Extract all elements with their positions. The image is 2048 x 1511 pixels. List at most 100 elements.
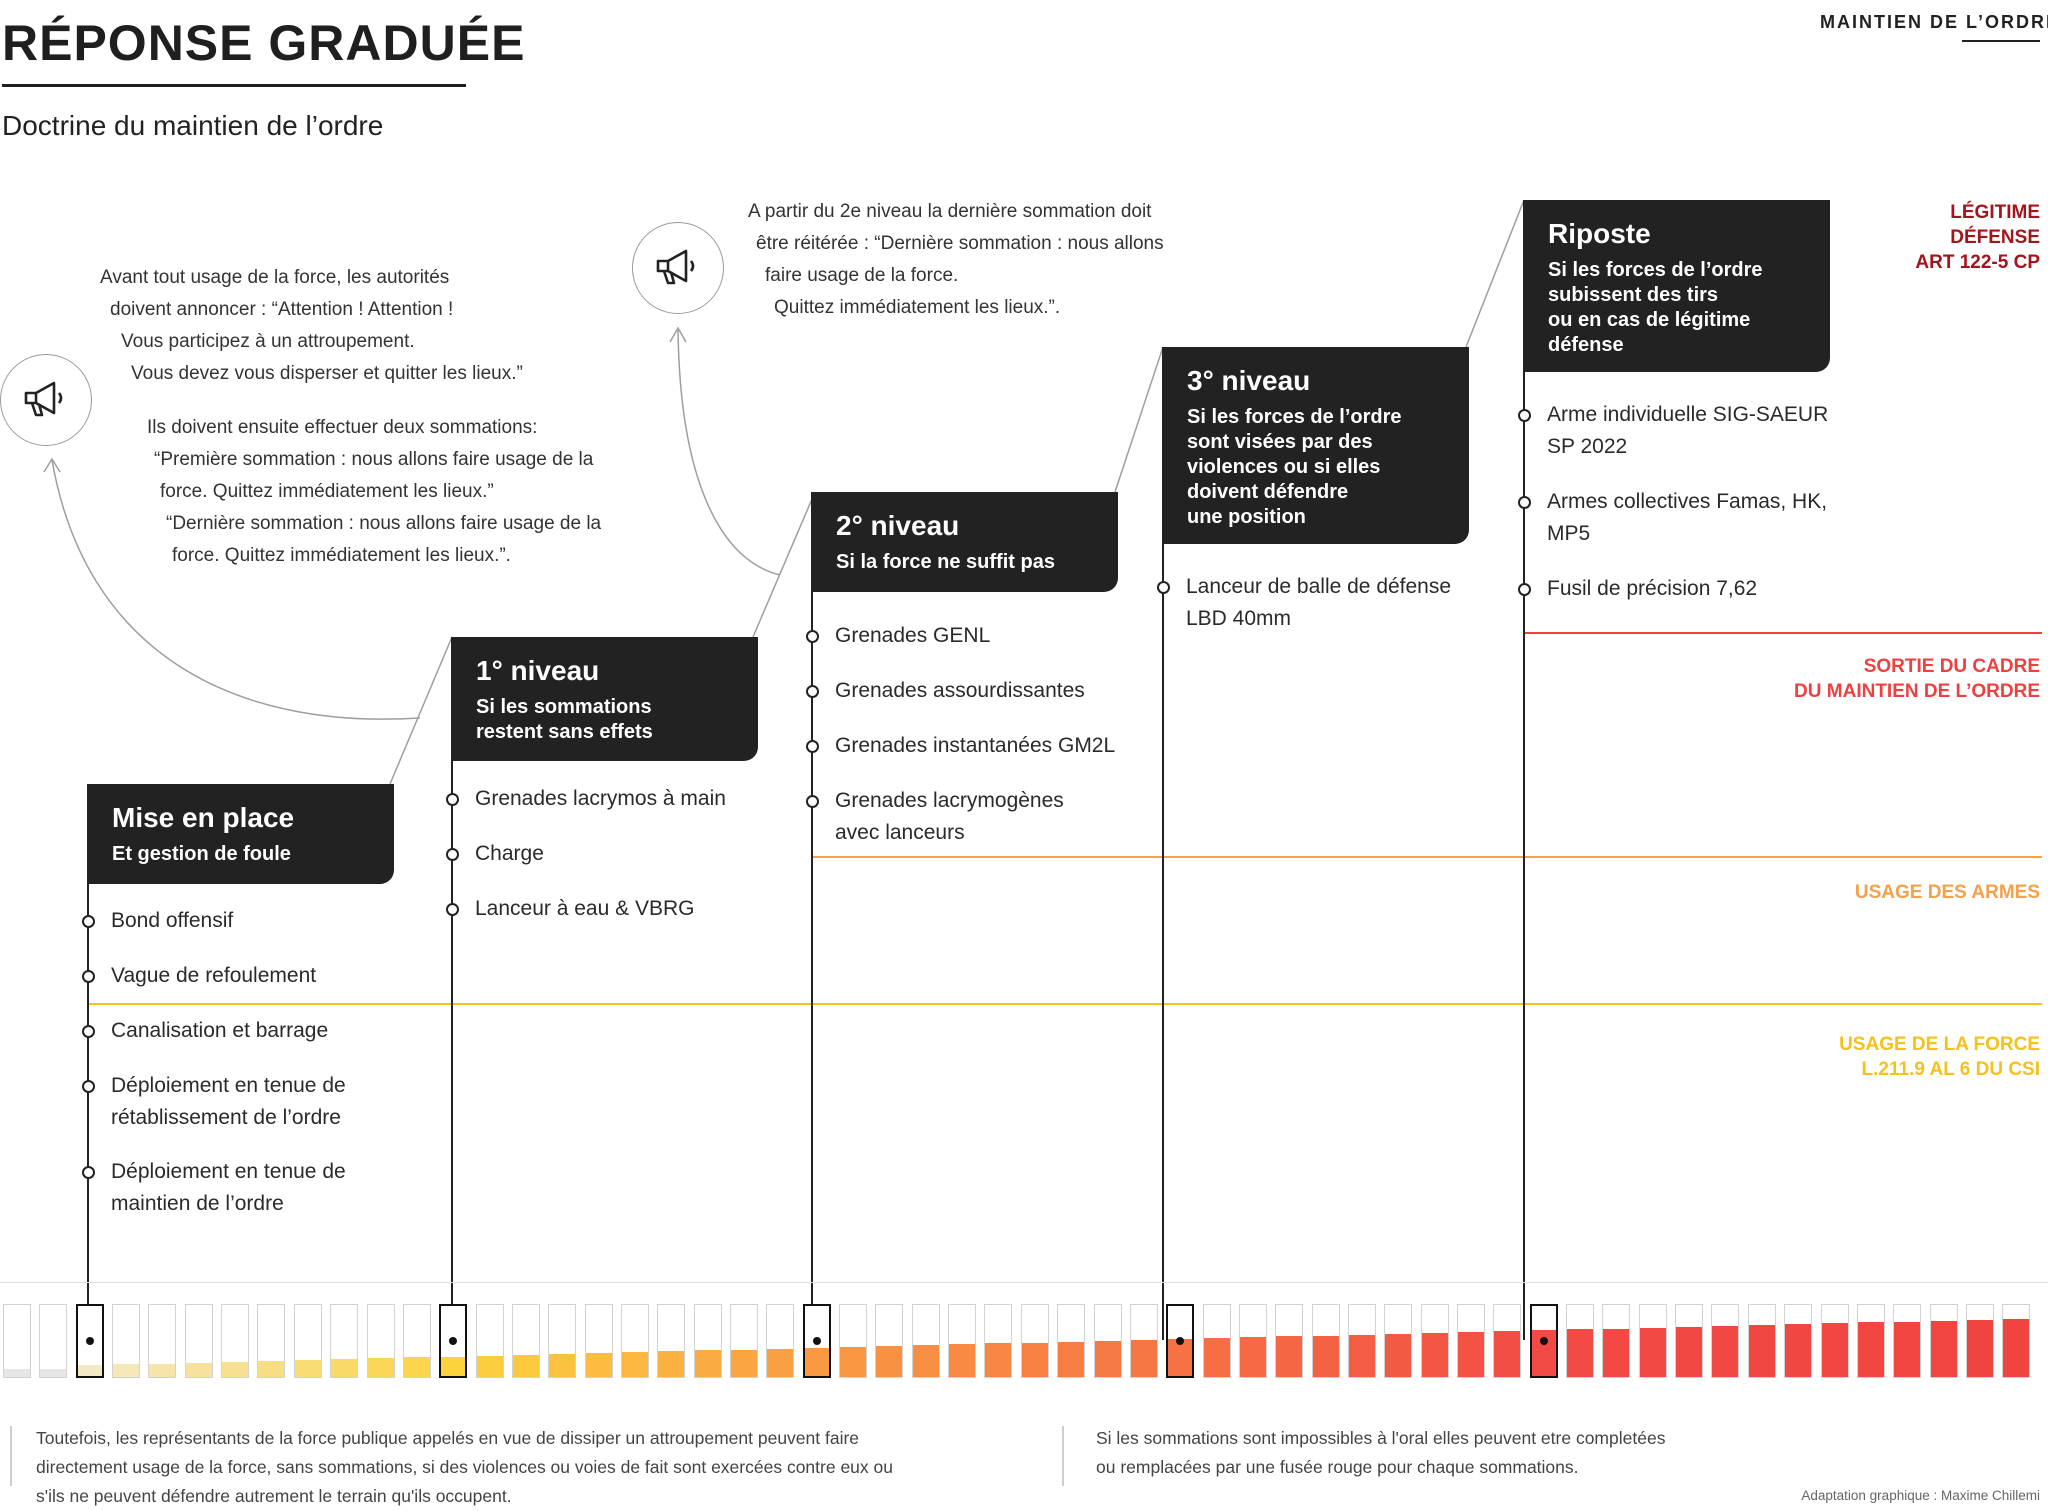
meter-bar-fill [1676,1327,1703,1377]
meter-bar-fill [1276,1336,1303,1377]
item-bullet [806,740,819,753]
meter-bar [1820,1304,1849,1378]
meter-bar-fill [440,1357,467,1377]
level-item-line: Grenades instantanées GM2L [835,734,1116,757]
meter-bar [1457,1304,1485,1378]
level-subtitle: Et gestion de foule [112,842,372,867]
level-item-line: Grenades GENL [835,624,991,647]
footer-line: ou remplacées par une fusée rouge pour c… [1096,1457,1579,1477]
brand-underline [1962,40,2040,42]
level-subtitle-line: Si les forces de l’ordre [1548,259,1763,281]
level-subtitle-line: Si les sommations [476,696,652,718]
meter-bar-fill [803,1348,830,1377]
level-subtitle: Si les sommations restent sans effets [476,695,736,745]
meter-bar-fill [1385,1334,1412,1377]
item-bullet [1518,583,1531,596]
note-line: “Dernière sommation : nous allons faire … [166,513,602,534]
meter-bar-fill [258,1361,285,1377]
zone-label-line: LÉGITIME [1950,202,2040,223]
meter-bar-fill [76,1365,103,1377]
meter-bar-fill [1021,1343,1048,1377]
level-item: Armes collectives Famas, HK, MP5 [1547,486,1827,550]
level-subtitle-line: doivent défendre [1187,481,1349,503]
level-item: Fusil de précision 7,62 [1547,573,1757,605]
credit-line: Adaptation graphique : Maxime Chillemi [1801,1488,2040,1503]
level-timeline [1162,347,1164,1340]
meter-baseline [0,1282,2048,1283]
megaphone-icon [632,222,724,314]
meter-bar [875,1304,904,1378]
meter-marker-dot [85,1337,94,1345]
megaphone-icon [0,354,92,446]
note-line: “Première sommation : nous allons faire … [154,449,594,470]
meter-bar-fill [949,1344,976,1377]
level-subtitle: Si les forces de l’ordre sont visées par … [1187,405,1447,530]
meter-bar [184,1304,213,1378]
level-item-line: maintien de l’ordre [111,1192,284,1215]
meter-bar [1747,1304,1776,1378]
meter-bar-fill [4,1369,30,1377]
level-subtitle-line: Si la force ne suffit pas [836,551,1055,573]
meter-bar [911,1304,940,1378]
meter-bar-fill [1857,1322,1884,1377]
meter-bar-fill [1421,1333,1448,1377]
zone-line-force [88,1003,2042,1005]
level-card: 3° niveau Si les forces de l’ordre sont vi… [1163,347,1469,544]
meter-bar [1311,1304,1340,1378]
stair-connector [389,636,453,785]
meter-level-marker [1166,1304,1195,1378]
meter-bar [1856,1304,1885,1378]
meter-bar-fill [1458,1332,1484,1377]
reiteration-note: A partir du 2e niveau la dernière sommat… [748,196,1164,324]
level-timeline [451,637,453,1340]
level-item: Bond offensif [111,905,233,937]
meter-bar-fill [476,1356,503,1377]
meter-bar [1566,1304,1595,1378]
meter-bar-fill [912,1345,939,1377]
meter-bar-fill [1639,1328,1666,1377]
meter-bar [221,1304,250,1378]
level-title: 1° niveau [476,655,600,686]
level-title: 3° niveau [1187,365,1311,396]
item-bullet [82,1025,95,1038]
arrow-curve [51,459,421,720]
meter-bar [693,1304,722,1378]
level-item-line: rétablissement de l’ordre [111,1106,341,1129]
level-item: Grenades instantanées GM2L [835,730,1115,762]
note-line: Quittez immédiatement les lieux.”. [774,297,1061,318]
meter-bar-fill [1130,1340,1157,1377]
arrow-curve [677,329,781,576]
meter-bar-fill [1094,1341,1121,1377]
arrow-head [43,457,61,473]
item-bullet [1157,581,1170,594]
level-item-line: Charge [475,842,544,865]
note-line: doivent annoncer : “Attention ! Attentio… [110,299,454,320]
level-item-line: Fusil de précision 7,62 [1547,577,1758,600]
meter-bar-fill [1494,1331,1521,1377]
meter-level-marker [75,1304,104,1378]
meter-bar [39,1304,68,1378]
level-item-line: Lanceur de balle de défense [1186,575,1452,598]
meter-bar [1129,1304,1158,1378]
level-title: Mise en place [112,802,295,833]
meter-bar-fill [585,1353,612,1377]
meter-bar [548,1304,577,1378]
zone-line-weapons [812,856,2042,858]
meter-bar [148,1304,177,1378]
meter-marker-dot [1539,1337,1548,1345]
level-item-line: Lanceur à eau & VBRG [475,897,695,920]
level-item: Canalisation et barrage [111,1015,328,1047]
item-bullet [806,795,819,808]
zone-label-line: DU MAINTIEN DE L’ORDRE [1794,681,2040,702]
meter-bar [3,1304,31,1378]
note-line: Vous devez vous disperser et quitter les… [131,363,523,384]
level-subtitle: Si les forces de l’ordre subissent des ti… [1548,258,1808,358]
meter-bar-fill [185,1363,212,1377]
level-subtitle-line: Si les forces de l’ordre [1187,406,1402,428]
stair-connector [1465,199,1525,348]
note-line: Vous participez à un attroupement. [121,331,415,352]
meter-bar [984,1304,1013,1378]
meter-bar [1893,1304,1922,1378]
meter-bar [2002,1304,2031,1378]
level-item-line: Armes collectives Famas, HK, [1547,490,1828,513]
